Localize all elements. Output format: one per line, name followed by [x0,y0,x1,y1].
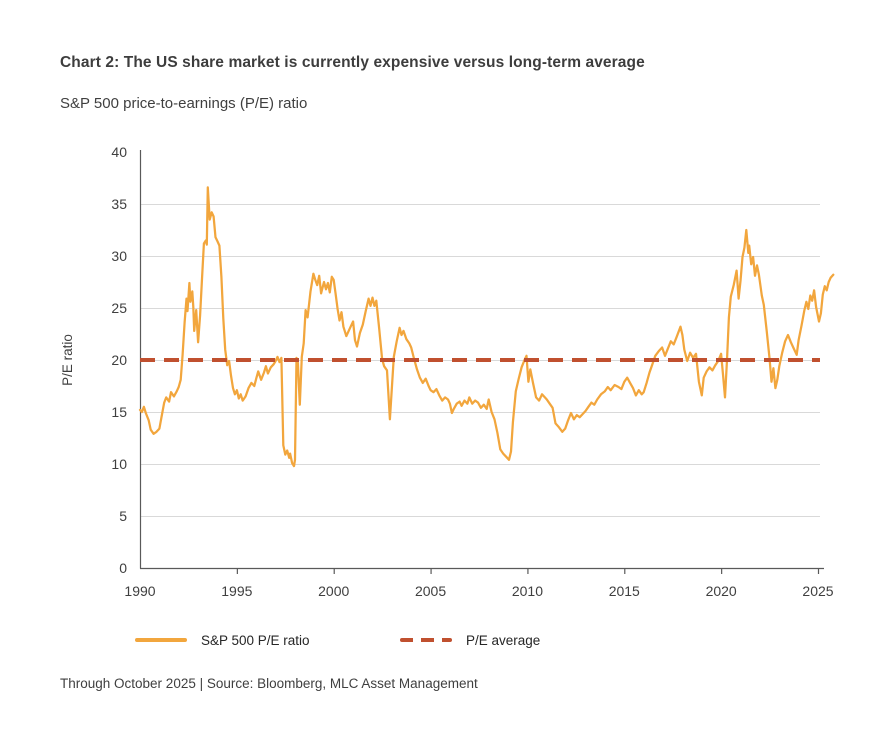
y-tick-label-35: 35 [111,196,127,212]
x-tick-label-2005: 2005 [415,583,446,599]
y-tick-label-5: 5 [119,508,127,524]
x-tick-label-2020: 2020 [706,583,737,599]
y-tick-label-20: 20 [111,352,127,368]
x-tick-label-1995: 1995 [221,583,252,599]
legend-label-sp500-pe: S&P 500 P/E ratio [201,632,310,648]
series-line-swatch [135,638,187,642]
y-tick-label-30: 30 [111,248,127,264]
y-tick-label-0: 0 [119,560,127,576]
legend-item-sp500-pe: S&P 500 P/E ratio [135,630,310,650]
y-tick-label-25: 25 [111,300,127,316]
chart-subtitle: S&P 500 price-to-earnings (P/E) ratio [60,95,308,112]
y-tick-label-40: 40 [111,144,127,160]
x-tick-label-1990: 1990 [124,583,155,599]
x-tick-label-2025: 2025 [802,583,833,599]
gridlines [140,204,820,517]
legend-item-pe-average: P/E average [400,630,540,650]
x-tick-label-2010: 2010 [512,583,543,599]
x-tick-label-2000: 2000 [318,583,349,599]
y-axis-title: P/E ratio [60,334,75,386]
y-tick-label-15: 15 [111,404,127,420]
legend-label-pe-average: P/E average [466,632,541,648]
x-tick-label-2015: 2015 [609,583,640,599]
sp500-pe-series-line [138,186,835,468]
average-dash-swatch [400,638,452,642]
source-note: Through October 2025 | Source: Bloomberg… [60,676,478,691]
chart-title: Chart 2: The US share market is currentl… [60,54,645,71]
y-tick-label-10: 10 [111,456,127,472]
chart-legend: S&P 500 P/E ratio P/E average [0,630,886,652]
